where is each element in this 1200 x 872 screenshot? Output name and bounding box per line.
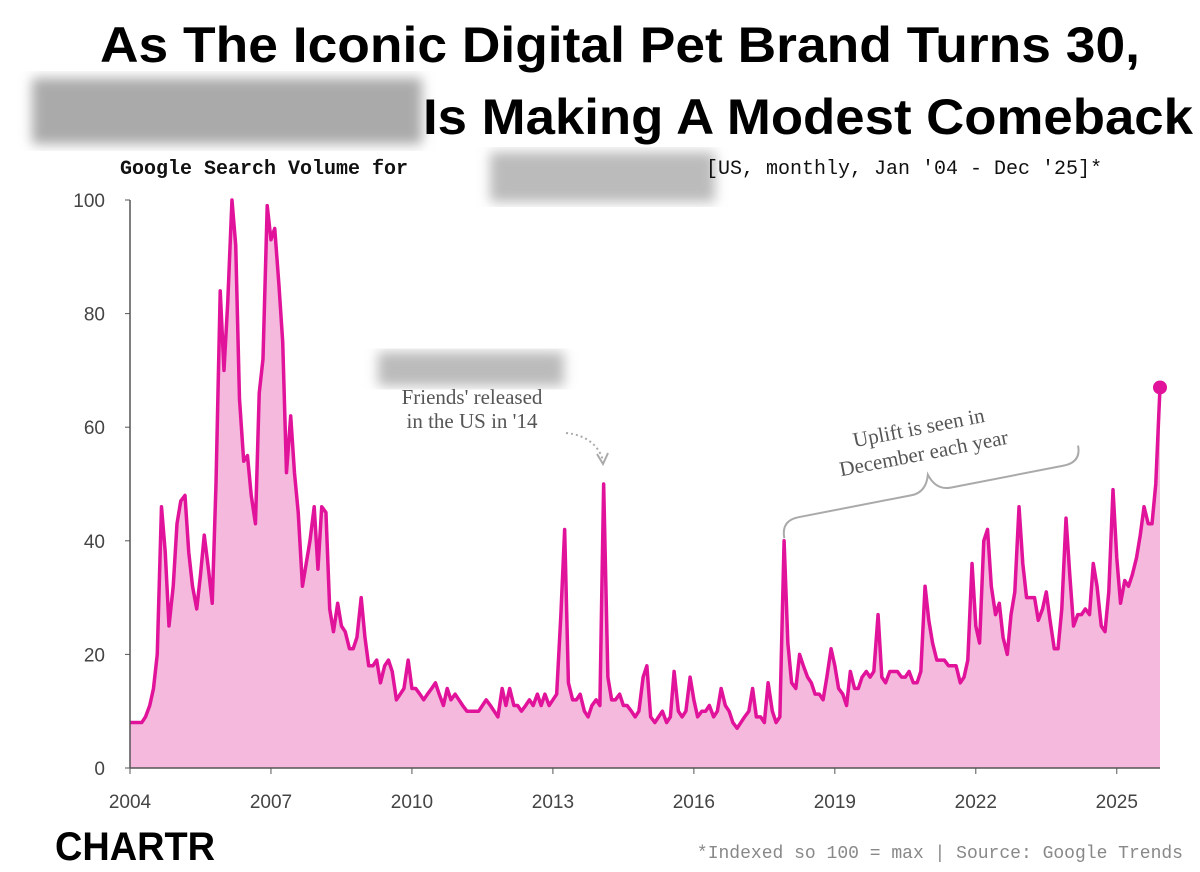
logo: CHARTR	[55, 825, 215, 869]
brace-group: Uplift is seen in December each year	[782, 403, 1080, 539]
subtitle: [US, monthly, Jan '04 - Dec '25]*	[706, 158, 1102, 181]
x-tick-label: 2004	[109, 792, 152, 813]
title-line: Is Making A Modest Comeback	[423, 89, 1193, 145]
y-tick-label: 80	[84, 305, 105, 326]
x-tick-label: 2016	[673, 792, 715, 813]
x-tick-label: 2025	[1096, 792, 1138, 813]
annotation: in the US in '14	[407, 409, 538, 433]
redacted	[378, 352, 564, 386]
y-tick-label: 60	[84, 418, 105, 439]
footnote: *Indexed so 100 = max | Source: Google T…	[697, 844, 1183, 864]
redacted	[490, 152, 715, 202]
x-tick-label: 2007	[250, 792, 292, 813]
brace	[782, 445, 1080, 539]
area	[130, 200, 1160, 768]
arrow	[565, 432, 604, 461]
plot: 0 20 40 60 80 100 2004 2007 2010 2013 2016 2019 2022…	[73, 191, 1167, 813]
annotation: Friends' released	[402, 385, 543, 409]
y-tick-label: 20	[84, 645, 105, 666]
subtitle: Google Search Volume for	[120, 158, 408, 181]
title-line: As The Iconic Digital Pet Brand Turns 30…	[100, 17, 1140, 73]
end-dot	[1153, 380, 1167, 395]
x-tick-label: 2019	[814, 792, 856, 813]
redacted	[32, 78, 422, 144]
line	[130, 198, 1162, 730]
x-tick-label: 2022	[955, 792, 997, 813]
y-tick-label: 40	[84, 532, 105, 553]
y-tick-label: 0	[94, 759, 105, 780]
arrow-head	[596, 452, 609, 467]
x-tick-label: 2010	[391, 792, 433, 813]
y-tick-label: 100	[73, 191, 105, 212]
x-tick-label: 2013	[532, 792, 574, 813]
